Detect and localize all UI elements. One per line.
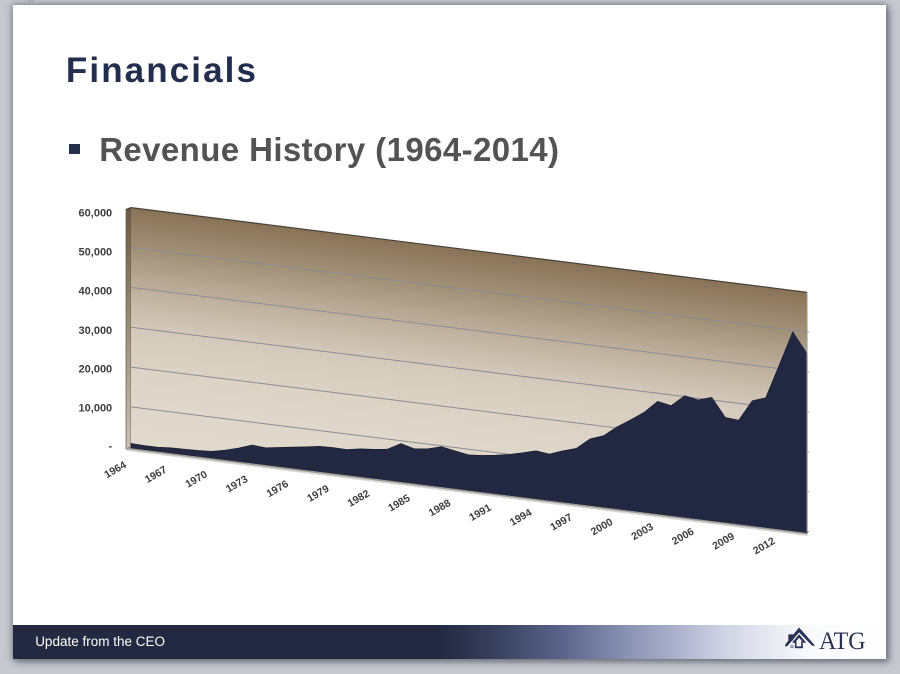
svg-text:1982: 1982 xyxy=(346,488,372,510)
svg-text:2006: 2006 xyxy=(670,526,696,548)
svg-text:1976: 1976 xyxy=(264,478,290,500)
svg-text:40,000: 40,000 xyxy=(79,286,113,298)
svg-text:2003: 2003 xyxy=(629,521,655,543)
svg-text:2012: 2012 xyxy=(751,535,777,557)
svg-text:1964: 1964 xyxy=(102,459,128,481)
svg-text:10,000: 10,000 xyxy=(79,403,113,415)
svg-text:-: - xyxy=(109,441,113,453)
svg-text:1973: 1973 xyxy=(224,473,250,495)
svg-text:1988: 1988 xyxy=(427,497,453,519)
svg-text:1979: 1979 xyxy=(305,483,331,505)
svg-text:1967: 1967 xyxy=(143,464,169,486)
svg-text:2000: 2000 xyxy=(589,516,615,538)
svg-text:1997: 1997 xyxy=(548,511,574,533)
svg-text:50,000: 50,000 xyxy=(79,247,113,259)
svg-text:2009: 2009 xyxy=(710,530,736,552)
svg-text:60,000: 60,000 xyxy=(79,207,113,219)
svg-text:1991: 1991 xyxy=(467,502,493,524)
svg-text:30,000: 30,000 xyxy=(79,325,113,337)
svg-text:1985: 1985 xyxy=(386,492,412,514)
svg-text:1970: 1970 xyxy=(183,468,209,490)
svg-text:1994: 1994 xyxy=(508,507,534,529)
svg-text:20,000: 20,000 xyxy=(79,363,113,375)
